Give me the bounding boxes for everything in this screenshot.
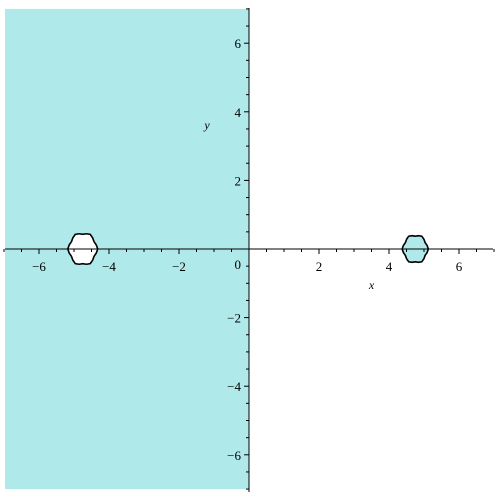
x-tick-label: 2 bbox=[316, 259, 323, 274]
axes bbox=[5, 8, 493, 492]
x-tick-label: −6 bbox=[32, 259, 46, 274]
x-tick-label: −2 bbox=[172, 259, 186, 274]
y-tick-label: −6 bbox=[227, 448, 241, 463]
y-tick-label: 4 bbox=[235, 105, 242, 120]
x-axis-label: x bbox=[368, 278, 375, 292]
y-tick-label: −4 bbox=[227, 379, 241, 394]
origin-label: 0 bbox=[235, 257, 242, 272]
y-tick-label: 6 bbox=[235, 36, 242, 51]
x-tick-label: −4 bbox=[102, 259, 116, 274]
ticks: −6 −4 −2 2 4 6 −6 −4 −2 2 4 6 bbox=[3, 8, 495, 490]
x-tick-label: 4 bbox=[386, 259, 393, 274]
y-axis-label: y bbox=[203, 118, 210, 132]
y-tick-label: −2 bbox=[227, 311, 241, 326]
x-tick-label: 6 bbox=[456, 259, 463, 274]
y-tick-label: 2 bbox=[235, 173, 242, 188]
